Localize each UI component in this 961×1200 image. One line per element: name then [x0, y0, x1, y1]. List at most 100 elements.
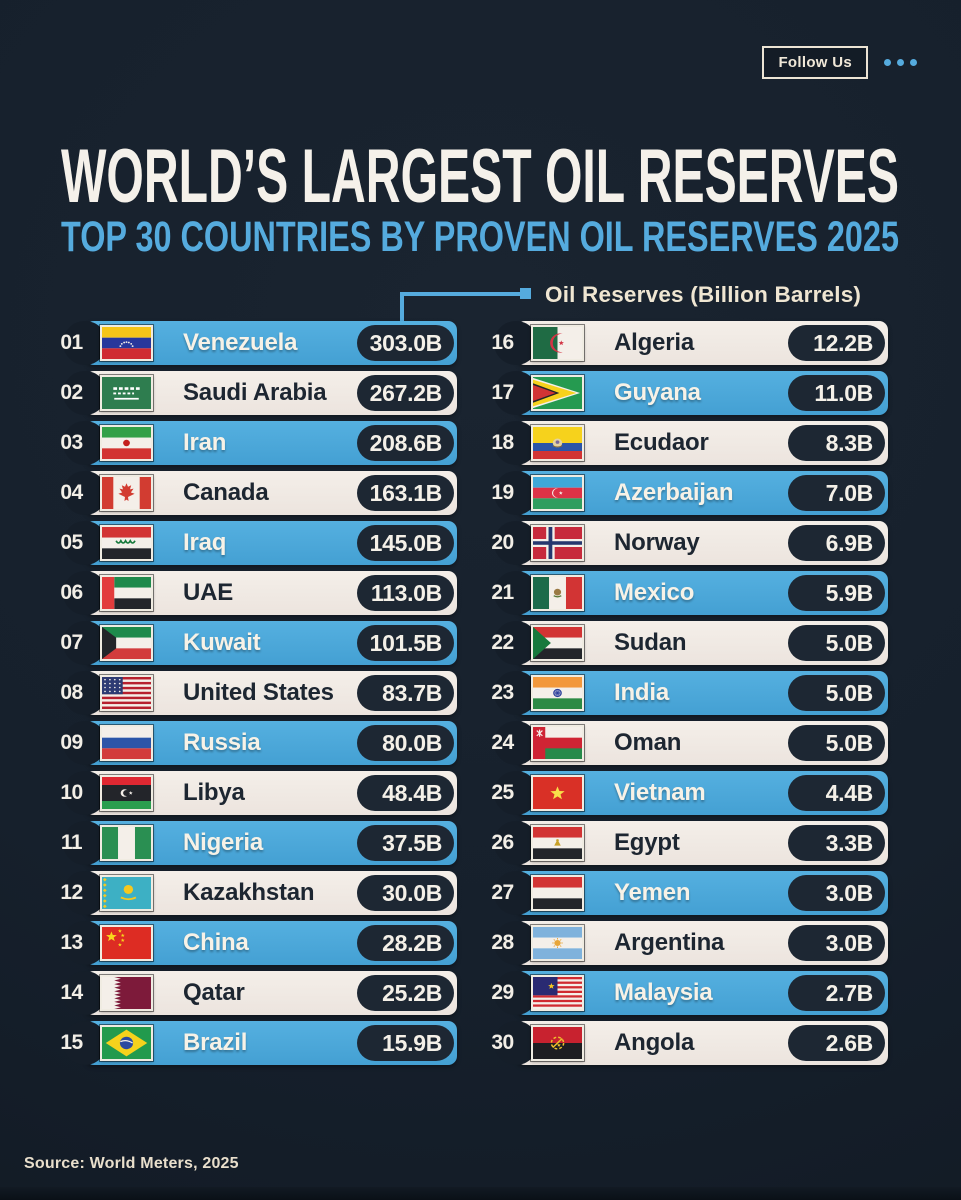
rank-notch: [63, 421, 107, 465]
country-bar: Malaysia 2.7B: [494, 971, 888, 1015]
country-name: Guyana: [614, 379, 701, 406]
rank-notch: [63, 571, 107, 615]
country-name: Kuwait: [183, 629, 261, 656]
table-row: 07 Kuwait 101.5B: [57, 621, 457, 665]
table-row: 03 Iran 208.6B: [57, 421, 457, 465]
country-name: Angola: [614, 1029, 695, 1056]
country-name: Norway: [614, 529, 700, 556]
country-name: Egypt: [614, 829, 680, 856]
flag-nigeria-icon: [100, 825, 153, 861]
reserve-value: 11.0B: [788, 375, 885, 411]
country-bar: Iran 208.6B: [63, 421, 457, 465]
rank-label: 04: [60, 481, 83, 504]
country-name: Mexico: [614, 579, 695, 606]
table-row: 23 India 5.0B: [488, 671, 888, 715]
rank-label: 22: [491, 631, 514, 654]
table-row: 06 UAE 113.0B: [57, 571, 457, 615]
rank-notch: [63, 471, 107, 515]
table-row: 20 Norway 6.9B: [488, 521, 888, 565]
country-name: Oman: [614, 729, 682, 756]
reserve-value: 8.3B: [788, 425, 885, 461]
table-row: 24 Oman 5.0B: [488, 721, 888, 765]
country-bar: Kazakhstan 30.0B: [63, 871, 457, 915]
rank-notch: [63, 1021, 107, 1065]
country-bar: Argentina 3.0B: [494, 921, 888, 965]
rank-notch: [494, 821, 538, 865]
flag-iran-icon: [100, 425, 153, 461]
rank-notch: [494, 671, 538, 715]
rank-label: 21: [491, 581, 514, 604]
country-name: Azerbaijan: [614, 479, 734, 506]
rank-label: 27: [491, 881, 514, 904]
rank-notch: [63, 621, 107, 665]
table-row: 17 Guyana 11.0B: [488, 371, 888, 415]
ranking-board: 01 Venezuela 303.0B 02 Saudi Arabia 267.2B 03 I…: [57, 321, 888, 1065]
rank-notch: [494, 371, 538, 415]
rank-notch: [494, 1021, 538, 1065]
reserve-value: 30.0B: [357, 875, 454, 911]
rank-notch: [63, 921, 107, 965]
country-bar: Algeria 12.2B: [494, 321, 888, 365]
flag-india-icon: [531, 675, 584, 711]
rank-label: 06: [60, 581, 83, 604]
flag-mexico-icon: [531, 575, 584, 611]
flag-egypt-icon: [531, 825, 584, 861]
more-options-icon[interactable]: [884, 59, 917, 66]
rank-label: 14: [60, 981, 83, 1004]
country-name: India: [614, 679, 670, 706]
table-row: 13 China 28.2B: [57, 921, 457, 965]
table-row: 15 Brazil 15.9B: [57, 1021, 457, 1065]
country-name: Saudi Arabia: [183, 379, 327, 406]
country-bar: Yemen 3.0B: [494, 871, 888, 915]
country-name: Sudan: [614, 629, 687, 656]
flag-russia-icon: [100, 725, 153, 761]
country-bar: Qatar 25.2B: [63, 971, 457, 1015]
rank-label: 25: [491, 781, 514, 804]
flag-norway-icon: [531, 525, 584, 561]
country-name: Argentina: [614, 929, 725, 956]
rank-label: 23: [491, 681, 514, 704]
source-note: Source: World Meters, 2025: [24, 1155, 239, 1172]
reserve-value: 113.0B: [357, 575, 454, 611]
bottom-strip: [0, 1187, 961, 1200]
rank-notch: [494, 421, 538, 465]
rank-label: 09: [60, 731, 83, 754]
page-title: WORLD’S LARGEST OIL RESERVES: [61, 136, 899, 218]
follow-us-button[interactable]: Follow Us: [762, 46, 868, 79]
country-bar: United States 83.7B: [63, 671, 457, 715]
reserve-value: 5.0B: [788, 675, 885, 711]
reserve-value: 208.6B: [357, 425, 454, 461]
country-bar: Brazil 15.9B: [63, 1021, 457, 1065]
reserve-value: 267.2B: [357, 375, 454, 411]
table-row: 11 Nigeria 37.5B: [57, 821, 457, 865]
country-bar: Libya 48.4B: [63, 771, 457, 815]
reserve-value: 303.0B: [357, 325, 454, 361]
reserve-value: 2.6B: [788, 1025, 885, 1061]
rank-label: 13: [60, 931, 83, 954]
country-bar: Kuwait 101.5B: [63, 621, 457, 665]
flag-ecuador-icon: [531, 425, 584, 461]
country-name: Vietnam: [614, 779, 706, 806]
flag-united-states-icon: [100, 675, 153, 711]
table-row: 12 Kazakhstan 30.0B: [57, 871, 457, 915]
country-bar: Sudan 5.0B: [494, 621, 888, 665]
flag-kuwait-icon: [100, 625, 153, 661]
rank-notch: [494, 921, 538, 965]
rank-notch: [63, 771, 107, 815]
country-name: Canada: [183, 479, 269, 506]
rank-label: 12: [60, 881, 83, 904]
flag-canada-icon: [100, 475, 153, 511]
table-row: 18 Ecudaor 8.3B: [488, 421, 888, 465]
country-name: Qatar: [183, 979, 245, 1006]
reserve-value: 163.1B: [357, 475, 454, 511]
table-row: 08 United States 83.7B: [57, 671, 457, 715]
table-row: 29 Malaysia 2.7B: [488, 971, 888, 1015]
flag-guyana-icon: [531, 375, 584, 411]
table-row: 25 Vietnam 4.4B: [488, 771, 888, 815]
flag-argentina-icon: [531, 925, 584, 961]
rank-notch: [494, 971, 538, 1015]
reserve-value: 28.2B: [357, 925, 454, 961]
table-row: 10 Libya 48.4B: [57, 771, 457, 815]
rank-notch: [63, 821, 107, 865]
flag-angola-icon: [531, 1025, 584, 1061]
